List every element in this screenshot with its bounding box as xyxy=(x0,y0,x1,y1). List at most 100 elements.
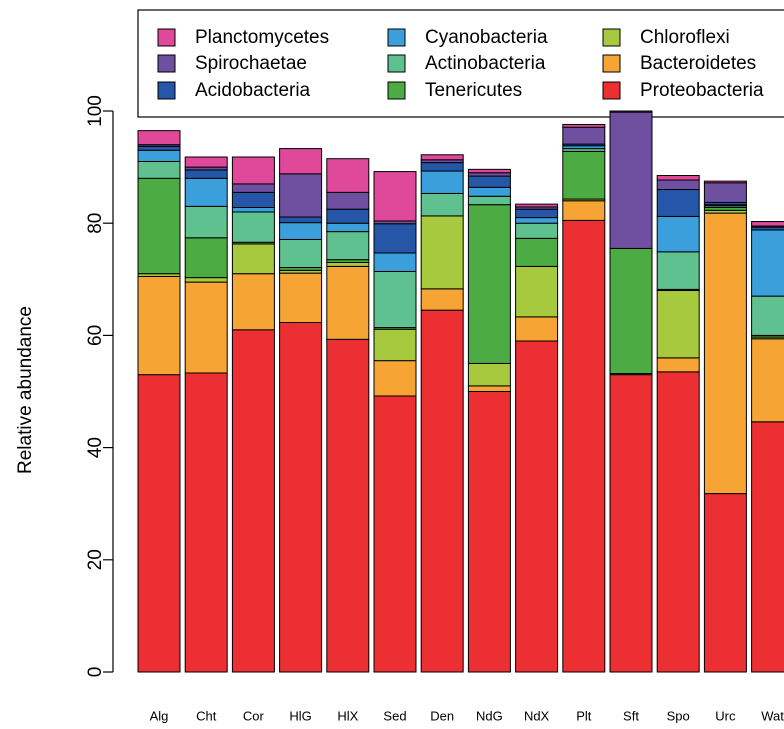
bar-segment xyxy=(420,192,464,217)
bar-segment xyxy=(656,290,700,359)
bar-segment xyxy=(184,372,228,673)
bar-segment xyxy=(184,237,228,279)
bar-segment xyxy=(231,273,275,331)
bar-segment xyxy=(467,204,511,364)
bar-segment xyxy=(137,374,181,673)
bar-segment xyxy=(231,329,275,673)
bar-segment xyxy=(467,186,511,197)
bar-segment xyxy=(326,158,370,193)
bar-segment xyxy=(656,357,700,373)
bar-segment xyxy=(515,316,559,342)
legend-label: Actinobacteria xyxy=(425,53,546,74)
bar-segment xyxy=(515,217,559,224)
bar-segment xyxy=(373,328,417,362)
bar-segment xyxy=(515,208,559,219)
bar-segment xyxy=(373,360,417,397)
bar-segment xyxy=(279,173,323,218)
bar-segment xyxy=(279,148,323,175)
bar-segment xyxy=(279,222,323,240)
bar-segment xyxy=(184,205,228,239)
bar-segment xyxy=(703,182,747,203)
bar-segment xyxy=(562,123,606,128)
bar-segment xyxy=(467,391,511,673)
legend-label: Bacteroidetes xyxy=(640,53,756,74)
bar-segment xyxy=(137,160,181,179)
bar-segment xyxy=(137,177,181,275)
legend-swatch xyxy=(602,54,621,73)
legend-label: Spirochaetae xyxy=(195,53,307,74)
bar-segment xyxy=(420,170,464,194)
bar-segment xyxy=(515,340,559,673)
bar-segment xyxy=(326,338,370,673)
legend-box xyxy=(137,9,784,118)
bar-segment xyxy=(137,149,181,162)
legend-label: Acidobacteria xyxy=(195,80,311,101)
bar-segment xyxy=(373,223,417,254)
bar-segment xyxy=(231,156,275,185)
legend-label: Proteobacteria xyxy=(640,80,764,101)
bar-segment xyxy=(656,371,700,673)
bar-segment xyxy=(279,238,323,269)
bar-segment xyxy=(656,215,700,253)
bar-segment xyxy=(420,309,464,673)
x-tick-label: Den xyxy=(430,708,454,723)
bar-segment xyxy=(562,150,606,200)
bar-segment xyxy=(751,421,784,673)
bar-segment xyxy=(184,177,228,207)
bar-segment xyxy=(467,175,511,188)
bar-segment xyxy=(231,183,275,193)
bar-segment xyxy=(609,374,653,673)
bar-segment xyxy=(137,130,181,146)
bar-segment xyxy=(467,362,511,387)
bar-segment xyxy=(751,221,784,227)
x-tick-label: Wat xyxy=(761,708,784,723)
legend-label: Cyanobacteria xyxy=(425,27,548,48)
bar-segment xyxy=(703,212,747,495)
legend-swatch xyxy=(157,54,176,73)
legend-swatch xyxy=(602,81,621,100)
bar-segment xyxy=(326,208,370,224)
legend-label: Planctomycetes xyxy=(195,27,329,48)
bar-segment xyxy=(279,216,323,224)
bar-segment xyxy=(231,243,275,275)
x-tick-label: Sft xyxy=(623,708,639,723)
bar-segment xyxy=(656,189,700,217)
y-tick-label: 20 xyxy=(85,549,106,570)
bar-segment xyxy=(184,156,228,168)
bar-segment xyxy=(373,270,417,329)
legend-swatch xyxy=(602,28,621,47)
bar-segment xyxy=(420,215,464,290)
legend-swatch xyxy=(387,54,406,73)
bar-segment xyxy=(467,172,511,177)
x-tick-label: Plt xyxy=(576,708,592,723)
bar-segment xyxy=(184,169,228,179)
bar-segment xyxy=(326,261,370,267)
legend-swatch xyxy=(387,28,406,47)
legend-label: Tenericutes xyxy=(425,80,522,101)
legend-label: Chloroflexi xyxy=(640,27,730,48)
bar-segment xyxy=(373,171,417,222)
bar-segment xyxy=(184,277,228,283)
bar-segment xyxy=(231,191,275,208)
bar-segment xyxy=(373,252,417,272)
x-tick-label: Alg xyxy=(150,708,169,723)
x-tick-label: NdX xyxy=(524,708,550,723)
bar-segment xyxy=(467,168,511,174)
bar-segment xyxy=(703,493,747,673)
bar-segment xyxy=(703,180,747,184)
legend-swatch xyxy=(157,28,176,47)
bar-segment xyxy=(751,229,784,297)
legend-swatch xyxy=(157,81,176,100)
bar-segment xyxy=(373,395,417,673)
bar-segment xyxy=(420,162,464,172)
bar-segment xyxy=(515,222,559,239)
bar-segment xyxy=(231,206,275,213)
bar-segment xyxy=(231,211,275,243)
legend-swatch xyxy=(387,81,406,100)
bar-segment xyxy=(279,321,323,673)
bar-segment xyxy=(515,237,559,267)
y-tick-label: 60 xyxy=(85,325,106,346)
x-tick-label: Spo xyxy=(667,708,690,723)
y-axis-label: Relative abundance xyxy=(15,306,36,474)
y-tick-label: 0 xyxy=(85,667,106,678)
